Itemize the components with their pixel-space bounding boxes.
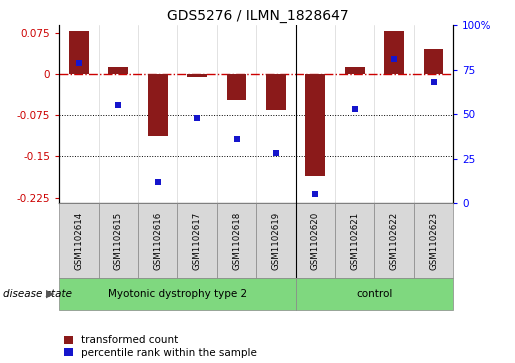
Bar — [414, 203, 453, 278]
Text: GSM1102620: GSM1102620 — [311, 211, 320, 270]
Bar — [424, 49, 443, 74]
Bar — [335, 203, 374, 278]
Bar — [266, 74, 286, 110]
Text: GSM1102622: GSM1102622 — [390, 211, 399, 270]
Bar — [138, 203, 177, 278]
Text: GSM1102623: GSM1102623 — [429, 211, 438, 270]
Bar — [187, 74, 207, 77]
Bar — [256, 203, 296, 278]
Text: ▶: ▶ — [45, 289, 54, 299]
Text: GDS5276 / ILMN_1828647: GDS5276 / ILMN_1828647 — [167, 9, 348, 23]
Text: GSM1102617: GSM1102617 — [193, 211, 201, 270]
Text: control: control — [356, 289, 392, 299]
Bar — [374, 203, 414, 278]
Bar — [217, 203, 256, 278]
Bar — [296, 278, 453, 310]
Text: GSM1102614: GSM1102614 — [75, 211, 83, 270]
Text: disease state: disease state — [3, 289, 72, 299]
Bar — [99, 203, 138, 278]
Legend: transformed count, percentile rank within the sample: transformed count, percentile rank withi… — [64, 335, 257, 358]
Bar — [345, 67, 365, 74]
Bar — [227, 74, 246, 100]
Text: GSM1102615: GSM1102615 — [114, 211, 123, 270]
Bar — [59, 203, 99, 278]
Bar — [384, 32, 404, 74]
Bar — [109, 67, 128, 74]
Text: GSM1102621: GSM1102621 — [350, 211, 359, 270]
Bar — [177, 203, 217, 278]
Bar — [296, 203, 335, 278]
Bar — [59, 278, 296, 310]
Bar — [305, 74, 325, 176]
Text: Myotonic dystrophy type 2: Myotonic dystrophy type 2 — [108, 289, 247, 299]
Text: GSM1102616: GSM1102616 — [153, 211, 162, 270]
Text: GSM1102618: GSM1102618 — [232, 211, 241, 270]
Bar — [69, 32, 89, 74]
Bar — [148, 74, 167, 136]
Text: GSM1102619: GSM1102619 — [271, 211, 280, 270]
